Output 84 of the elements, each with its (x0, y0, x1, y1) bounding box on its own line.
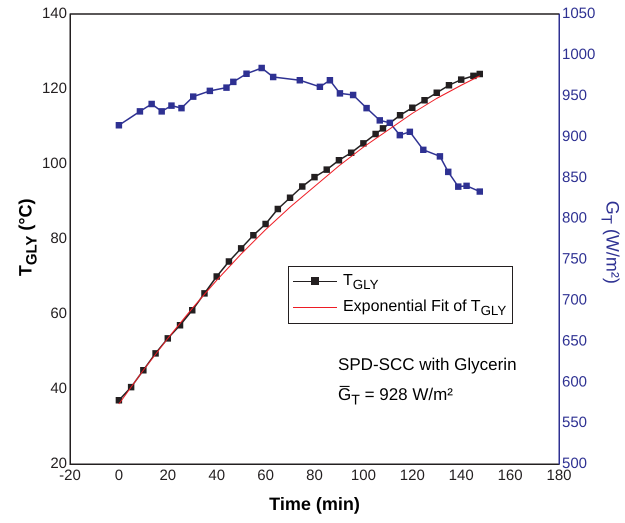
y2-tick-label: 1050 (562, 5, 596, 22)
point (226, 258, 232, 265)
x-tick-label: -20 (59, 467, 81, 484)
point (396, 132, 404, 138)
point (148, 100, 155, 108)
y-tick-label: 120 (42, 80, 67, 98)
point (455, 183, 462, 190)
x-tick-label: 120 (400, 467, 425, 484)
point (380, 125, 386, 132)
point (336, 90, 344, 97)
point (230, 78, 237, 86)
y2-tick-label: 700 (562, 292, 588, 309)
point (476, 188, 484, 195)
y2-tick-label: 900 (562, 128, 588, 145)
point (350, 92, 356, 98)
y2-tick-label: 950 (562, 86, 588, 104)
point (326, 77, 334, 84)
point (445, 168, 452, 176)
point (348, 150, 354, 156)
point (360, 140, 367, 147)
x-tick-label: 0 (114, 467, 124, 484)
point (299, 183, 306, 190)
point (446, 82, 452, 88)
annotation: SPD-SCC with Glycerin (338, 355, 517, 375)
point (420, 146, 427, 154)
point (336, 157, 342, 164)
point (476, 70, 484, 78)
y-tick-label: 80 (50, 230, 67, 248)
point (386, 120, 394, 126)
x-tick-label: 140 (448, 467, 474, 484)
y-tick-label: 60 (50, 305, 67, 322)
point (238, 245, 244, 252)
y2-tick-label: 1000 (562, 46, 596, 64)
point (311, 174, 318, 180)
x-tick-label: 160 (498, 467, 523, 484)
x-axis-title: Time (min) (268, 494, 361, 515)
point (223, 84, 230, 91)
point (243, 70, 250, 77)
y-tick-label: 140 (42, 5, 67, 22)
y2-tick-label: 750 (562, 250, 588, 268)
point (178, 104, 185, 112)
point (274, 206, 282, 212)
point (316, 84, 324, 90)
y2-tick-label: 550 (562, 414, 588, 432)
point (409, 104, 416, 111)
point (190, 93, 196, 100)
point (286, 194, 294, 201)
y2-tick-label: 800 (562, 210, 588, 227)
point (421, 97, 428, 104)
y2-tick-label: 650 (562, 332, 588, 350)
point (270, 74, 276, 80)
point (363, 104, 370, 112)
x-tick-label: 20 (159, 467, 176, 484)
point (406, 128, 414, 136)
legend-label: Exponential Fit of T$_{GLY}$ (343, 298, 506, 318)
point (470, 72, 477, 80)
point (258, 64, 265, 72)
point (206, 88, 214, 94)
legend-label: T$_{GLY}$ (343, 272, 378, 292)
x-tick-label: 100 (350, 467, 376, 484)
x-tick-label: 80 (306, 467, 323, 484)
point (376, 117, 384, 124)
y2-tick-label: 600 (562, 373, 588, 390)
point (324, 166, 330, 173)
point (213, 273, 220, 280)
point (158, 108, 165, 115)
x-tick-label: 40 (208, 467, 226, 484)
point (250, 232, 257, 238)
point (168, 102, 175, 109)
y-tick-label: 100 (42, 155, 67, 172)
y2-tick-label: 850 (562, 168, 588, 186)
point (372, 130, 379, 138)
point (434, 90, 440, 96)
point (436, 153, 444, 160)
point (463, 182, 470, 190)
point (116, 122, 122, 128)
point (396, 112, 404, 118)
point (296, 77, 304, 84)
x-tick-label: 60 (257, 467, 274, 484)
point (262, 220, 269, 228)
point (458, 76, 464, 83)
point (136, 108, 144, 115)
y-tick-label: 40 (50, 380, 67, 398)
annotation: G̅$_{T}$ = 928 W/m² (338, 385, 453, 408)
